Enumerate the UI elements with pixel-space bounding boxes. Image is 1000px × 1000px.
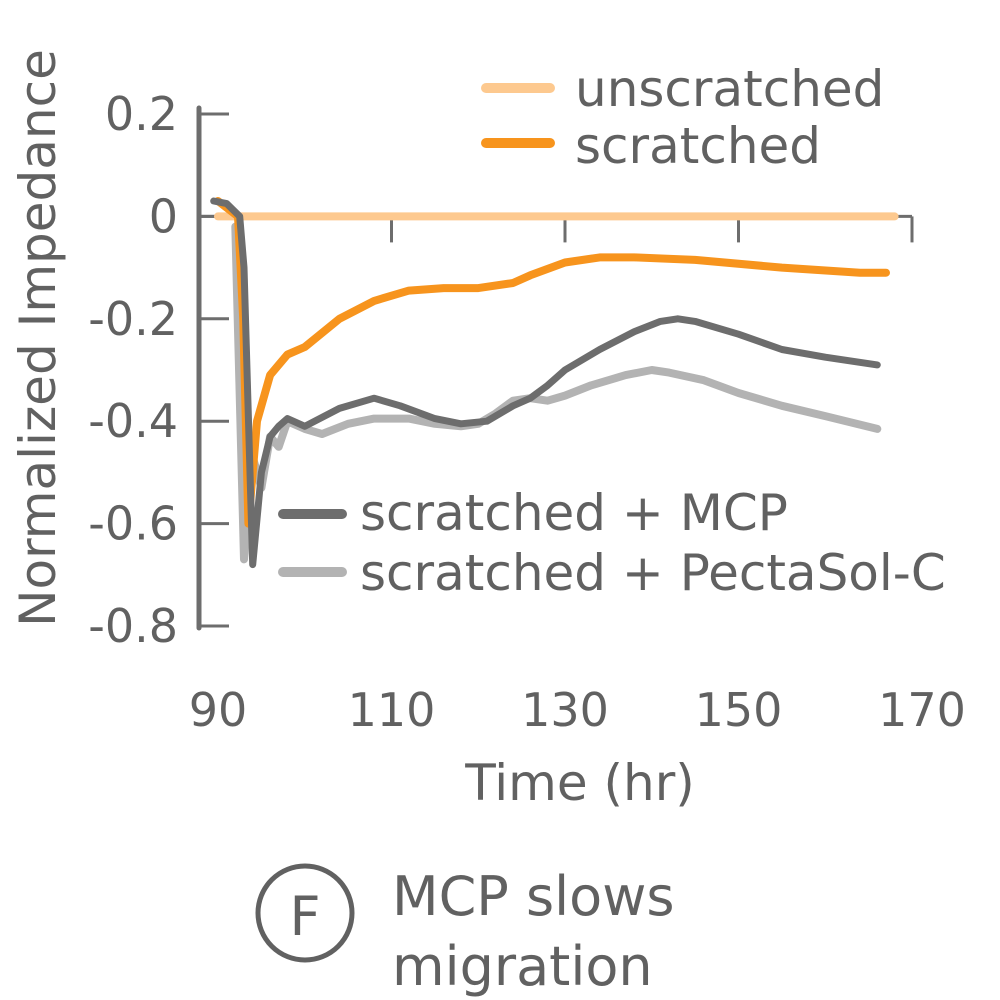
legend: unscratched scratched scratched + MCP sc… — [278, 60, 946, 602]
x-tick-label: 90 — [189, 683, 248, 737]
y-tick-label: -0.4 — [88, 394, 178, 448]
legend-label-unscratched: unscratched — [575, 60, 884, 118]
series-line-scratched — [214, 197, 890, 528]
y-tick-label: -0.2 — [88, 292, 178, 346]
x-tick-label: 150 — [695, 683, 783, 737]
y-tick-label: 0.2 — [105, 87, 178, 141]
caption-line-1: MCP slows — [392, 865, 675, 928]
legend-item-scratched: scratched — [481, 117, 821, 175]
legend-label-scratched: scratched — [575, 117, 821, 175]
legend-item-scratched-mcp: scratched + MCP — [278, 484, 788, 542]
series-line-scratched-mcp — [210, 197, 881, 569]
legend-item-scratched-pectasol: scratched + PectaSol-C — [278, 544, 946, 602]
series-group — [210, 197, 899, 569]
x-tick-label: 170 — [878, 683, 966, 737]
x-axis-title: Time (hr) — [464, 754, 695, 812]
panel-letter-circle — [255, 863, 355, 963]
x-ticks: 90 110 130 150 170 — [189, 216, 966, 737]
x-tick-label: 130 — [521, 683, 609, 737]
y-tick-label: -0.8 — [88, 599, 178, 653]
caption-line-2: migration — [392, 935, 653, 998]
panel-letter: F — [289, 885, 320, 948]
y-ticks: 0.2 0 -0.2 -0.4 -0.6 -0.8 — [88, 87, 229, 653]
axes-group: 0.2 0 -0.2 -0.4 -0.6 -0.8 90 110 130 150 170 — [88, 87, 966, 737]
legend-label-scratched-pectasol: scratched + PectaSol-C — [360, 544, 946, 602]
y-tick-label: -0.6 — [88, 497, 178, 551]
panel-caption: F MCP slows migration — [255, 863, 675, 998]
y-axis-title: Normalized Impedance — [9, 49, 67, 627]
legend-item-unscratched: unscratched — [481, 60, 884, 118]
x-tick-label: 110 — [348, 683, 436, 737]
legend-label-scratched-mcp: scratched + MCP — [360, 484, 788, 542]
y-tick-label: 0 — [149, 189, 178, 243]
